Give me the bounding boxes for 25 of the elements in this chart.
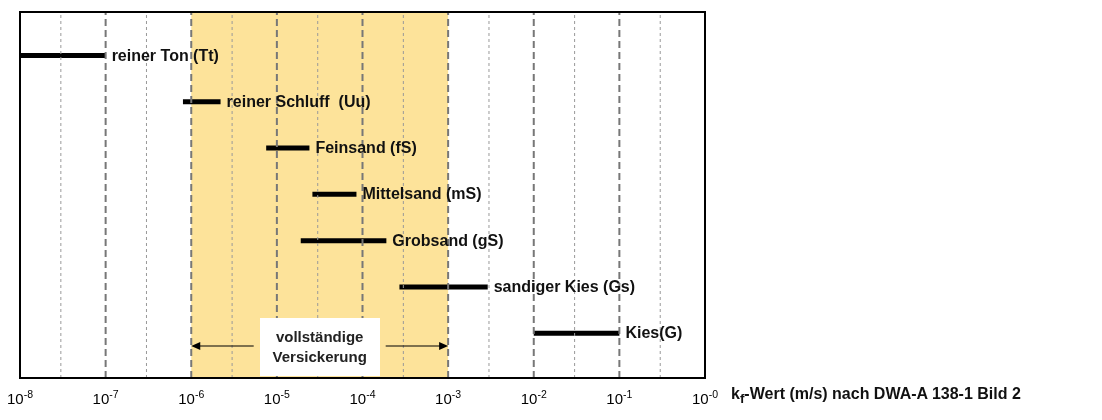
y-tick-label: reiner Schluff (Uu) [226, 92, 371, 110]
y-tick-label: reiner Ton (Tt) [111, 46, 219, 64]
y-tick-label: Feinsand (fS) [315, 139, 417, 157]
band-label: vollständige Versickerung [271, 327, 368, 367]
x-tick-label: 10$^{-8}$ [6, 388, 34, 407]
x-tick-label: 10$^{-3}$ [435, 388, 462, 407]
bar [399, 284, 488, 290]
x-tick-label: 10$^{-1}$ [606, 388, 633, 407]
bar [20, 53, 106, 58]
bar [266, 145, 310, 151]
x-tick-label: 10$^{-4}$ [349, 388, 376, 407]
x-tick-label: 10$^{-6}$ [178, 388, 205, 407]
y-tick-label: Mittelsand (mS) [362, 185, 482, 203]
x-axis-title: k$_{f}$-Wert (m/s) nach DWA-A 138-1 Bild 2 [731, 385, 1021, 407]
y-tick-label: sandiger Kies (Gs) [493, 277, 636, 295]
y-tick-label: Kies(G) [625, 324, 683, 342]
y-tick-label: Grobsand (gS) [392, 231, 504, 249]
x-tick-label: 10$^{-0}$ [691, 388, 719, 407]
x-tick-label: 10$^{-7}$ [92, 388, 119, 407]
x-tick-label: 10$^{-5}$ [263, 388, 291, 407]
bar [300, 238, 387, 244]
x-tick-label: 10$^{-2}$ [520, 388, 547, 407]
bar [312, 191, 357, 197]
bar [533, 330, 620, 336]
bar [182, 99, 221, 105]
